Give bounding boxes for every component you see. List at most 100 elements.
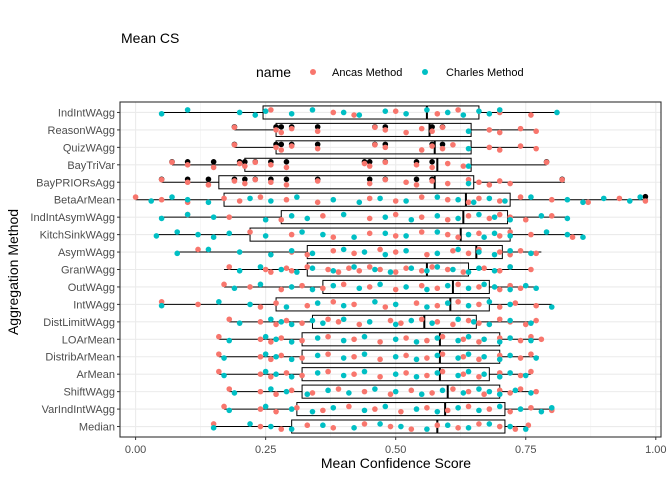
point-ancas bbox=[351, 112, 357, 118]
point-charles bbox=[486, 421, 493, 427]
point-charles bbox=[314, 370, 321, 376]
point-ancas bbox=[392, 269, 399, 275]
outlier-point bbox=[283, 159, 290, 165]
point-charles bbox=[580, 234, 586, 241]
point-ancas bbox=[528, 266, 534, 273]
point-ancas bbox=[273, 321, 279, 328]
point-charles bbox=[158, 110, 165, 117]
point-ancas bbox=[450, 386, 456, 392]
point-ancas bbox=[439, 333, 446, 340]
point-ancas bbox=[236, 160, 243, 167]
point-charles bbox=[455, 372, 461, 379]
point-ancas bbox=[257, 388, 264, 395]
point-ancas bbox=[455, 234, 461, 241]
point-ancas bbox=[496, 249, 503, 255]
point-ancas bbox=[496, 198, 503, 204]
point-ancas bbox=[439, 124, 446, 131]
point-ancas bbox=[288, 125, 295, 132]
point-ancas bbox=[221, 281, 227, 288]
y-tick-label: AsymWAgg bbox=[58, 247, 115, 259]
point-ancas bbox=[268, 339, 274, 345]
point-ancas bbox=[283, 370, 290, 376]
point-ancas bbox=[356, 268, 363, 274]
point-ancas bbox=[273, 300, 279, 306]
point-charles bbox=[600, 195, 607, 202]
point-ancas bbox=[351, 250, 357, 257]
point-ancas bbox=[522, 321, 529, 328]
point-ancas bbox=[283, 164, 290, 171]
point-charles bbox=[403, 233, 409, 239]
point-charles bbox=[434, 352, 441, 359]
y-tick-label: KitchSinkWAgg bbox=[40, 230, 115, 242]
point-ancas bbox=[496, 316, 503, 323]
point-charles bbox=[361, 351, 368, 357]
point-charles bbox=[247, 301, 253, 308]
point-ancas bbox=[226, 264, 233, 270]
point-ancas bbox=[465, 199, 472, 206]
point-charles bbox=[424, 107, 430, 113]
y-tick-label: LOArMean bbox=[62, 334, 115, 346]
point-ancas bbox=[403, 335, 409, 341]
point-ancas bbox=[299, 320, 305, 326]
point-charles bbox=[231, 390, 238, 396]
point-ancas bbox=[533, 128, 539, 135]
point-ancas bbox=[299, 355, 305, 361]
point-charles bbox=[210, 425, 217, 431]
point-ancas bbox=[299, 372, 305, 379]
point-ancas bbox=[465, 388, 472, 395]
point-charles bbox=[268, 251, 274, 258]
point-ancas bbox=[398, 408, 404, 415]
point-charles bbox=[424, 268, 430, 274]
point-ancas bbox=[533, 302, 539, 309]
point-ancas bbox=[221, 403, 227, 410]
point-charles bbox=[507, 216, 513, 223]
point-charles bbox=[288, 373, 295, 380]
point-charles bbox=[283, 304, 290, 310]
point-ancas bbox=[262, 266, 269, 273]
point-charles bbox=[361, 249, 368, 255]
point-charles bbox=[507, 264, 513, 270]
point-charles bbox=[481, 234, 487, 241]
point-ancas bbox=[413, 300, 420, 306]
point-charles bbox=[403, 284, 409, 290]
point-ancas bbox=[517, 337, 524, 344]
point-charles bbox=[476, 386, 482, 392]
point-charles bbox=[434, 250, 441, 257]
point-ancas bbox=[434, 110, 441, 117]
point-charles bbox=[626, 198, 633, 204]
point-ancas bbox=[533, 250, 539, 257]
point-charles bbox=[330, 268, 337, 274]
point-charles bbox=[564, 231, 571, 238]
x-tick-label: 0.75 bbox=[515, 444, 536, 456]
point-ancas bbox=[184, 179, 191, 186]
point-charles bbox=[465, 333, 472, 340]
point-ancas bbox=[444, 266, 451, 273]
legend-key-ancas bbox=[310, 69, 316, 75]
point-ancas bbox=[325, 351, 331, 357]
point-ancas bbox=[278, 426, 285, 432]
point-charles bbox=[268, 198, 274, 204]
point-charles bbox=[320, 231, 326, 238]
point-charles bbox=[262, 108, 269, 114]
legend-label-charles: Charles Method bbox=[446, 67, 524, 79]
point-charles bbox=[486, 110, 493, 117]
point-ancas bbox=[439, 145, 446, 152]
x-tick-label: 0.00 bbox=[125, 444, 146, 456]
point-charles bbox=[481, 353, 487, 360]
point-ancas bbox=[278, 286, 285, 293]
point-charles bbox=[356, 112, 363, 118]
point-ancas bbox=[476, 301, 482, 308]
point-charles bbox=[455, 196, 461, 203]
point-charles bbox=[507, 247, 513, 254]
point-ancas bbox=[309, 390, 316, 396]
point-charles bbox=[340, 316, 347, 323]
point-ancas bbox=[231, 141, 238, 148]
point-charles bbox=[517, 406, 524, 412]
point-ancas bbox=[288, 387, 295, 394]
point-charles bbox=[481, 336, 487, 343]
point-ancas bbox=[247, 229, 253, 235]
point-ancas bbox=[533, 145, 539, 152]
point-charles bbox=[455, 404, 461, 411]
point-charles bbox=[205, 246, 212, 253]
point-ancas bbox=[278, 147, 285, 153]
